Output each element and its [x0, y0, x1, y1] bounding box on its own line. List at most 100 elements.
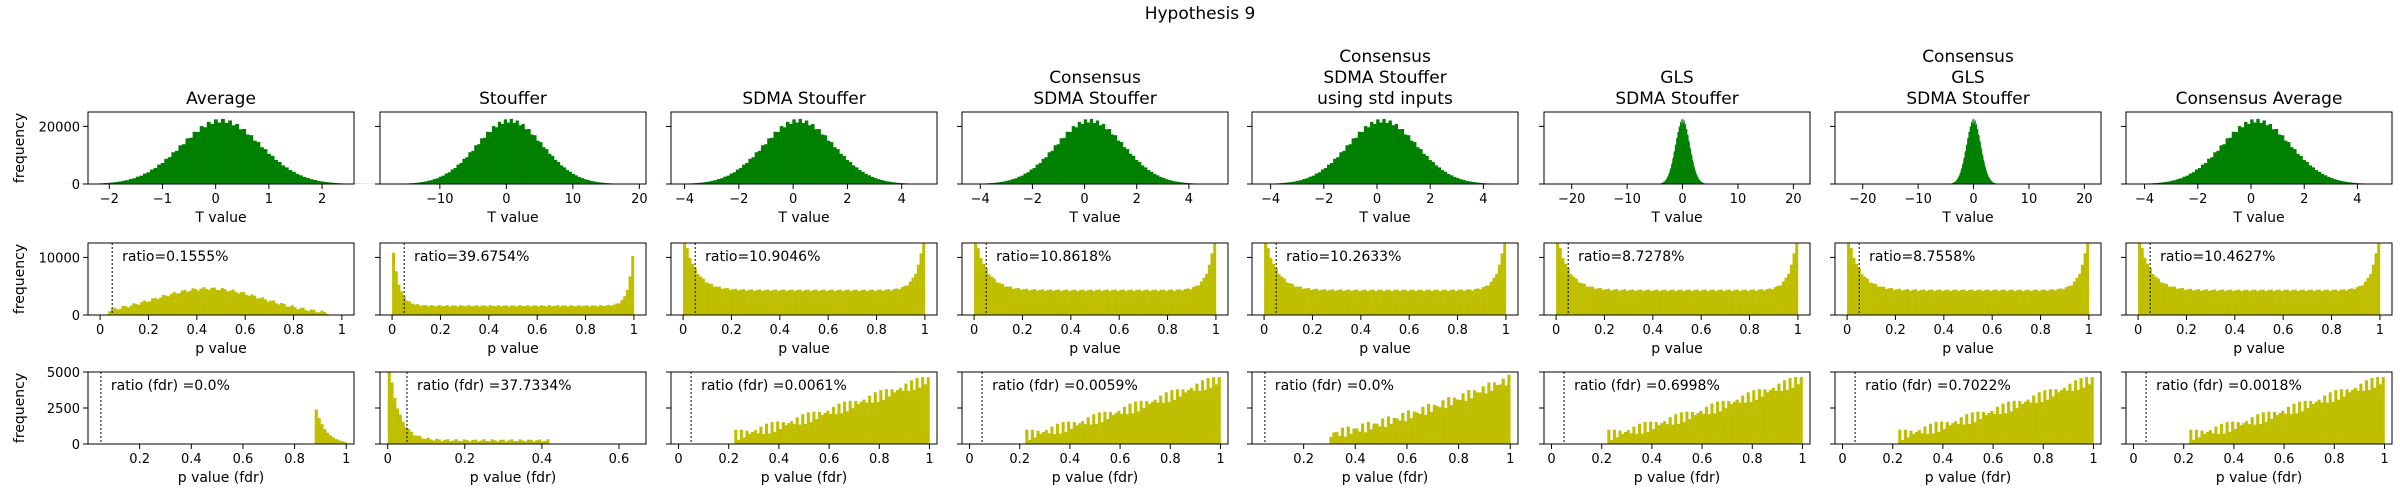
- histogram-bar: [1585, 286, 1589, 315]
- histogram-bar: [1679, 412, 1683, 444]
- histogram-bar: [1195, 383, 1199, 444]
- histogram-bar: [1749, 289, 1753, 315]
- histogram-bars: [1264, 243, 1507, 315]
- x-tick-label: −10: [1613, 192, 1640, 207]
- histogram-bar: [2363, 281, 2367, 315]
- histogram-bar: [862, 399, 866, 444]
- histogram-bar: [571, 173, 575, 184]
- histogram-bar: [1162, 178, 1166, 184]
- x-tick-label: 0.4: [186, 323, 207, 338]
- x-tick-label: 0: [212, 192, 220, 207]
- histogram-bars: [657, 118, 941, 184]
- histogram-bar: [269, 300, 273, 315]
- histogram-bar: [1664, 180, 1666, 184]
- histogram-bar: [467, 305, 471, 315]
- histogram-bar: [856, 404, 861, 444]
- histogram-bar: [701, 278, 705, 315]
- histogram-bar: [1470, 398, 1474, 444]
- histogram-bar: [1975, 125, 1977, 184]
- histogram-bar: [441, 175, 445, 184]
- histogram-bar: [1719, 289, 1723, 315]
- panel-row-3: ratio (fdr) =0.0%0.2 0.4 0.6 0.8 1p value (f…: [1247, 371, 1519, 486]
- histogram-bar: [181, 144, 186, 184]
- histogram-bar: [735, 169, 740, 184]
- x-axis-label: p value (fdr): [761, 470, 848, 486]
- histogram-bar: [1395, 418, 1399, 444]
- histogram-bar: [1086, 290, 1090, 315]
- histogram-bar: [2326, 289, 2330, 315]
- histogram-bar: [146, 172, 151, 184]
- histogram-bar: [1681, 122, 1683, 184]
- histogram-bar: [1716, 401, 1720, 444]
- histogram-bar: [1696, 412, 1700, 444]
- histogram-bar: [845, 159, 850, 184]
- histogram-bar: [1457, 289, 1461, 315]
- histogram-bar: [1355, 289, 1359, 315]
- histogram-bar: [1060, 291, 1064, 315]
- histogram-bar: [435, 178, 440, 184]
- histogram-bar: [1657, 425, 1661, 444]
- histogram-bar: [309, 309, 313, 315]
- histogram-bar: [2334, 390, 2338, 444]
- histogram-bar: [558, 306, 562, 315]
- histogram-bar: [1394, 123, 1399, 184]
- histogram-bar: [1434, 165, 1438, 184]
- histogram-bar: [1144, 167, 1148, 184]
- histogram-bar: [1446, 291, 1450, 315]
- panel-title: SDMA Stouffer: [1906, 89, 2029, 109]
- histogram-bar: [507, 440, 511, 444]
- histogram-bar: [1687, 134, 1688, 184]
- histogram-bar: [1900, 290, 1904, 315]
- histogram-bar: [1963, 158, 1965, 184]
- histogram-bar: [1956, 424, 1960, 444]
- histogram-bar: [215, 289, 219, 315]
- histogram-bar: [1998, 414, 2002, 444]
- histogram-bar: [1617, 290, 1621, 315]
- histogram-bar: [1667, 176, 1669, 184]
- histogram-bar: [1646, 431, 1650, 444]
- histogram-bar: [1635, 433, 1639, 444]
- histogram-bar: [1768, 288, 1772, 315]
- histogram-bar: [295, 173, 300, 184]
- histogram-bar: [1561, 257, 1565, 315]
- histogram-bar: [429, 180, 434, 184]
- histogram-bar: [1976, 411, 1980, 444]
- y-tick-label: 0: [72, 309, 80, 324]
- histogram-bar: [394, 271, 398, 315]
- histogram-bar: [304, 309, 308, 315]
- histogram-bar: [1677, 131, 1679, 184]
- histogram-bar: [533, 135, 537, 184]
- x-tick-label: 1: [2380, 452, 2388, 467]
- histogram-bar: [1266, 248, 1270, 315]
- x-tick-label: 0.2: [2173, 452, 2194, 467]
- histogram-bar: [1979, 140, 1981, 184]
- histogram-bar: [1671, 424, 1675, 444]
- histogram-bar: [1333, 290, 1337, 315]
- histogram-bar: [2217, 433, 2221, 444]
- histogram-bar: [993, 182, 997, 184]
- histogram-bar: [1172, 290, 1176, 315]
- histogram-bar: [1794, 377, 1798, 444]
- histogram-bar: [1421, 406, 1425, 444]
- histogram-bar: [183, 290, 187, 315]
- histogram-bar: [852, 289, 856, 315]
- histogram-bar: [1071, 126, 1076, 184]
- histogram-bar: [1682, 291, 1686, 315]
- histogram-bar: [172, 292, 176, 315]
- histogram-bar: [726, 288, 730, 315]
- histogram-bar: [1976, 289, 1980, 315]
- histogram-bar: [2330, 178, 2334, 184]
- x-tick-label: 2: [1133, 192, 1141, 207]
- histogram-bar: [429, 305, 433, 315]
- histogram-bar: [1945, 422, 1949, 444]
- histogram-bar: [901, 390, 905, 444]
- histogram-bar: [282, 303, 286, 315]
- histogram-bar: [572, 305, 576, 315]
- histogram-bar: [1014, 288, 1018, 315]
- x-axis-label: p value: [1359, 341, 1411, 357]
- histogram-bar: [2277, 289, 2281, 315]
- histogram-bar: [2206, 431, 2210, 444]
- histogram-bar: [764, 144, 768, 184]
- histogram-bar: [2167, 181, 2171, 184]
